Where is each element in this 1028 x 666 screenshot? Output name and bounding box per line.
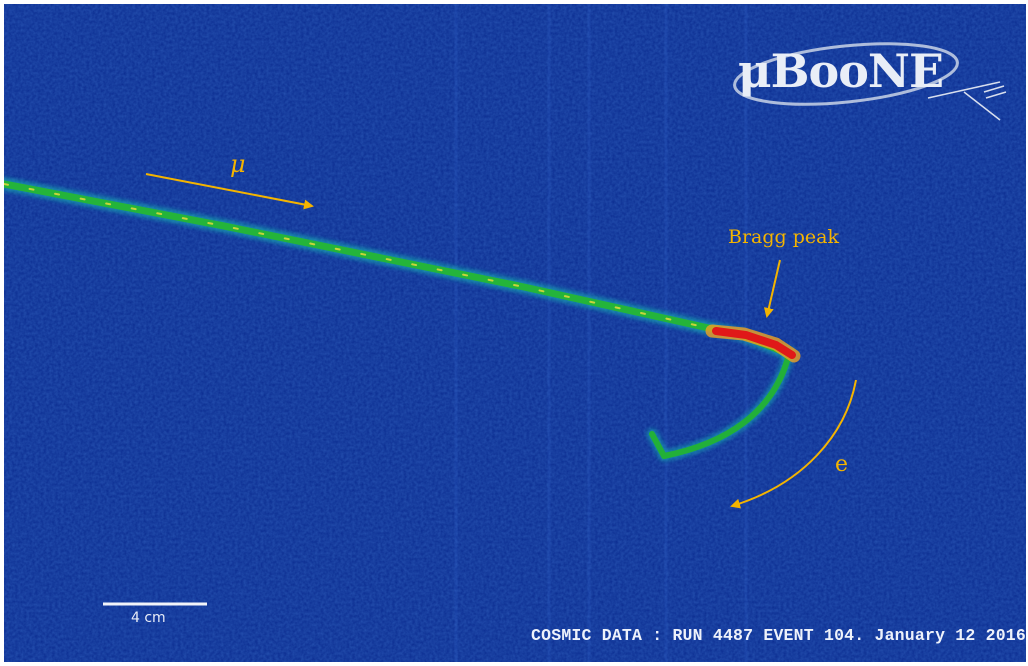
- microboone-logo: μBooNE: [728, 26, 1026, 136]
- logo-swoosh: [733, 42, 1007, 121]
- bragg-peak-arrow: [763, 259, 781, 318]
- bragg-peak-region: [705, 324, 801, 363]
- bragg-peak-label: Bragg peak: [728, 226, 839, 248]
- muon-label: μ: [230, 150, 246, 178]
- event-caption: COSMIC DATA : RUN 4487 EVENT 104. Januar…: [531, 626, 1026, 645]
- background-noise: [4, 4, 1026, 662]
- event-display: μBooNE μ Bragg peak e 4 cm COSMIC DATA :…: [4, 4, 1026, 662]
- electron-direction-arrow: [730, 379, 857, 509]
- detector-image: [4, 4, 1026, 662]
- muon-direction-arrow: [145, 173, 314, 210]
- logo-text: μBooNE: [738, 44, 944, 98]
- scale-bar-label: 4 cm: [131, 610, 166, 626]
- electron-track: [646, 348, 795, 462]
- electron-label: e: [835, 452, 849, 477]
- wire-streaks: [454, 4, 748, 662]
